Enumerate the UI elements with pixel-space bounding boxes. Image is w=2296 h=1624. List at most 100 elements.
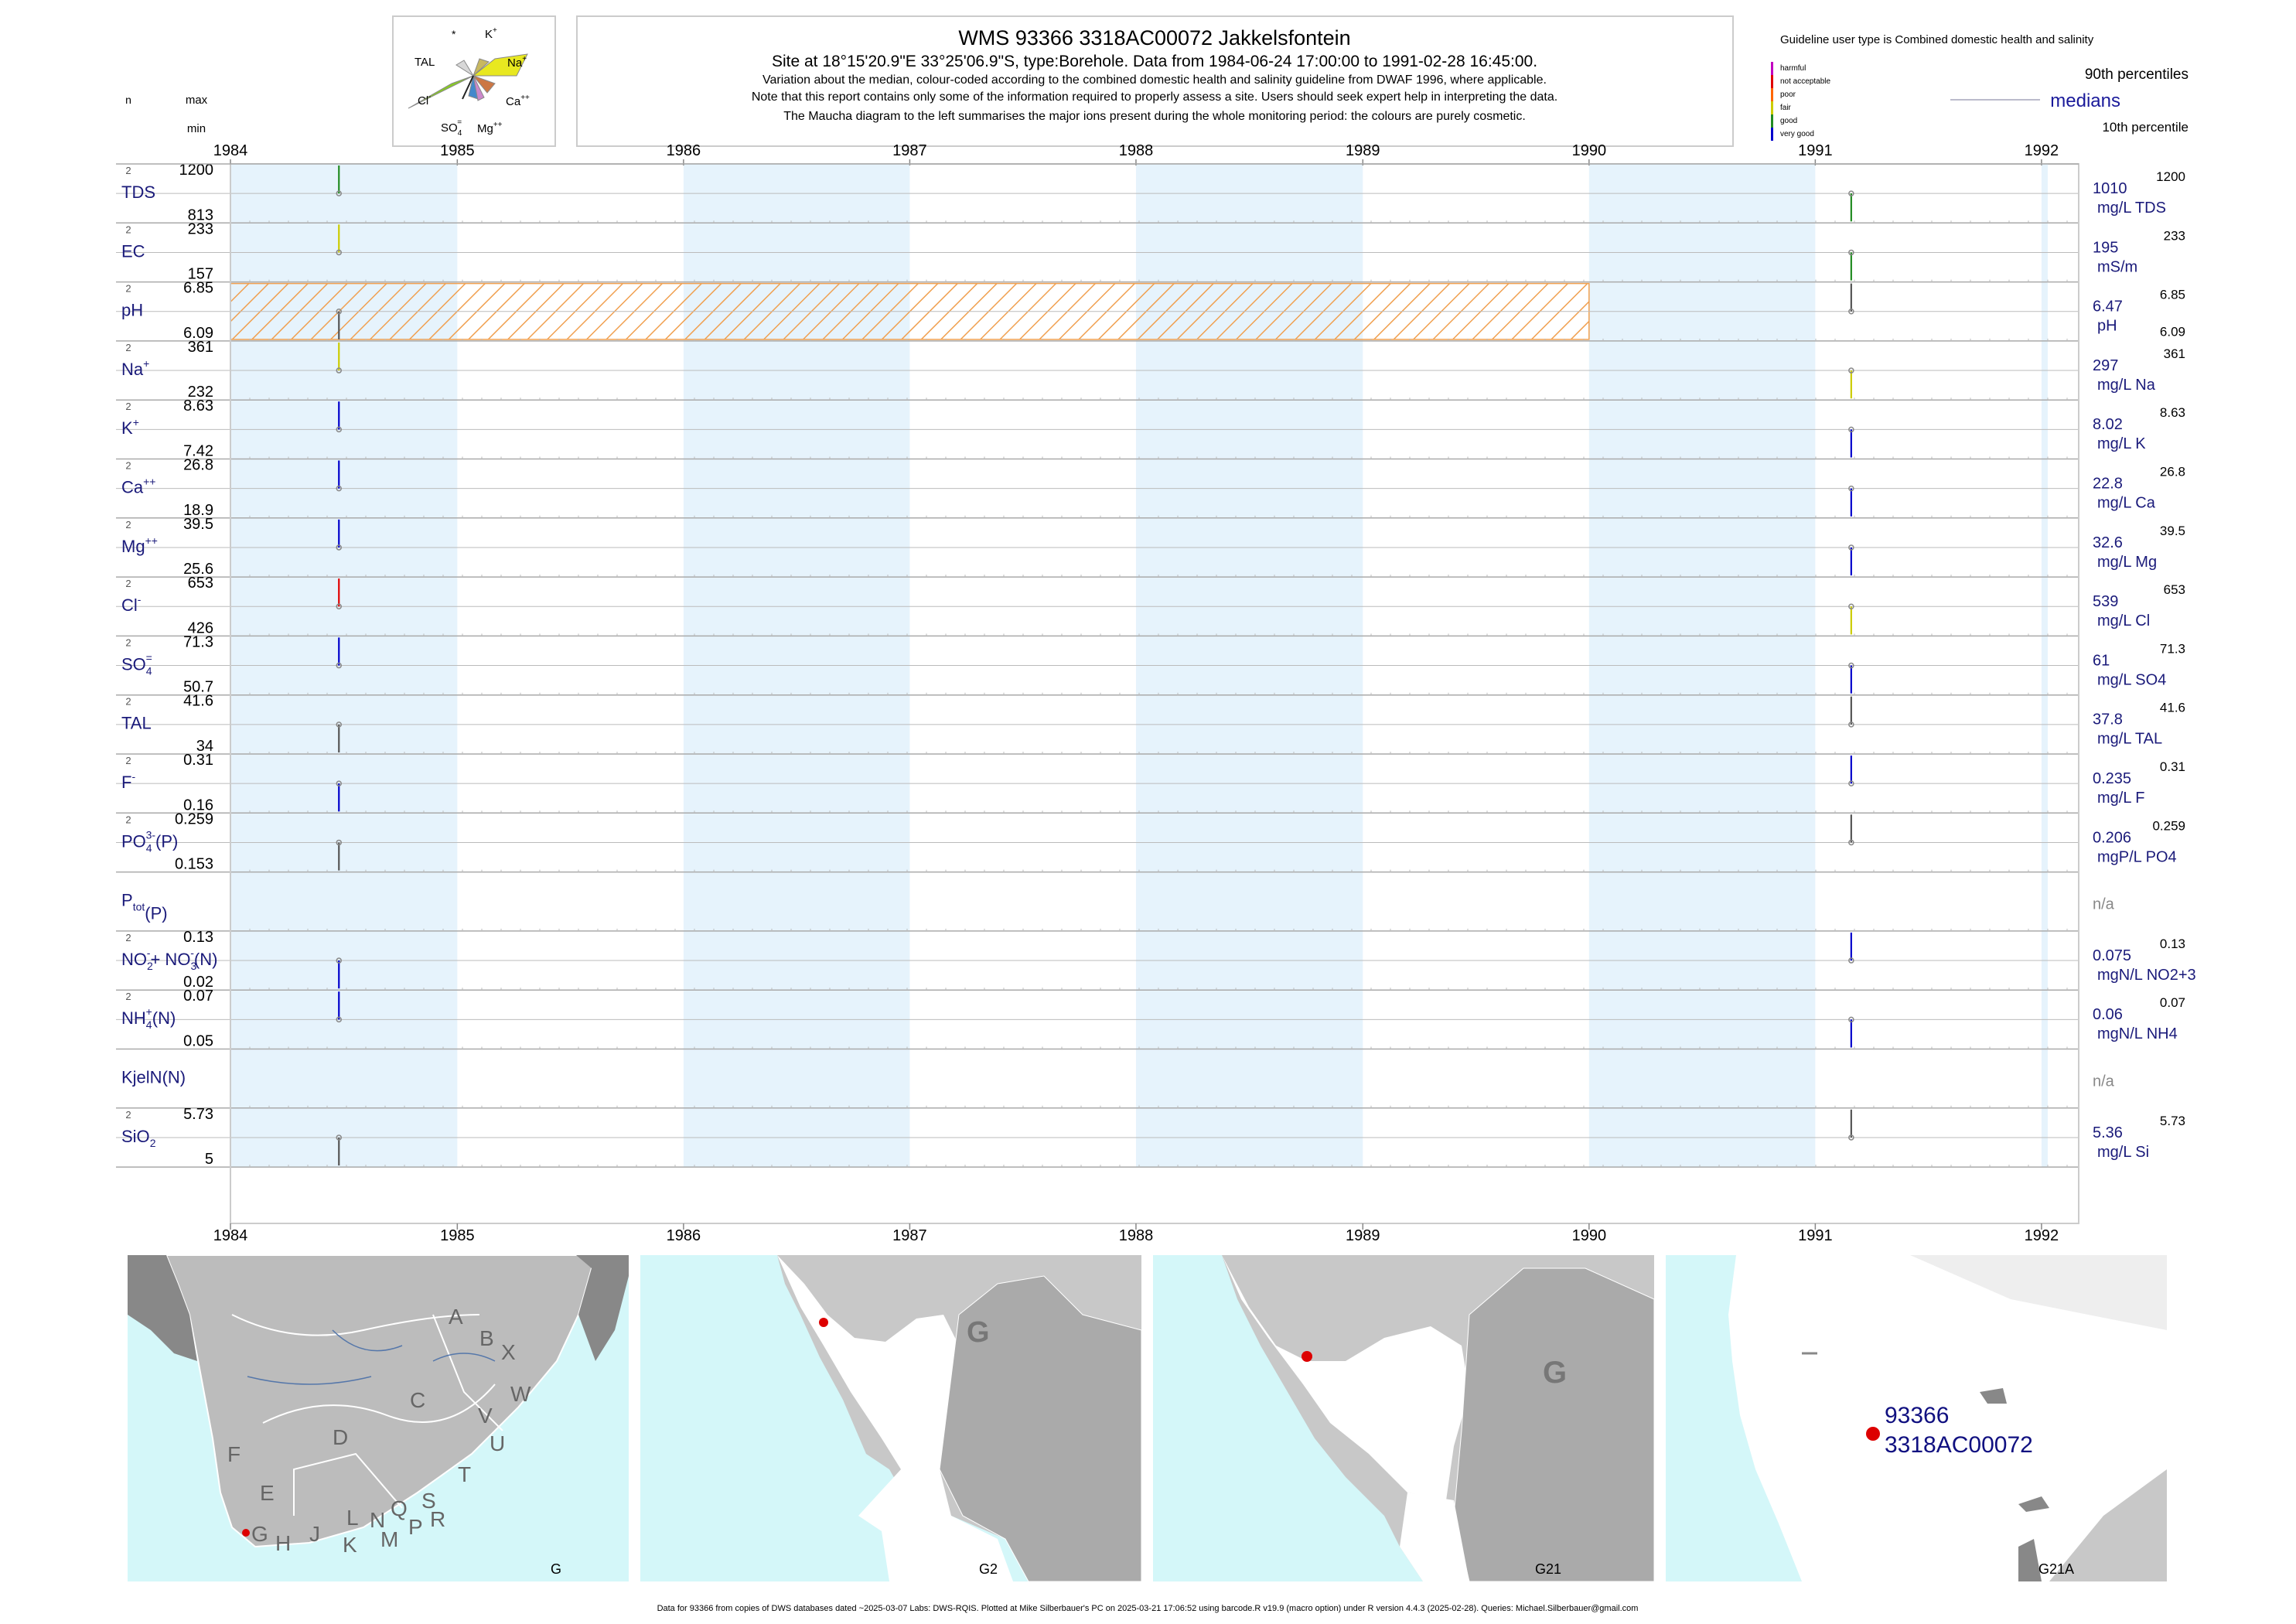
legend-p90: 90th percentiles: [2085, 67, 2189, 83]
region-letter-Q: Q: [391, 1496, 408, 1520]
legend-color-poor: [1771, 88, 1773, 101]
median-value-kjeln: n/a: [2093, 1073, 2115, 1090]
maucha-tal-wedge: [455, 60, 474, 77]
map-region-g21: G: [1543, 1356, 1567, 1390]
count-ca: 2: [125, 460, 131, 472]
min-f: 0.16: [183, 797, 213, 814]
median-dot-f-0: [336, 780, 343, 786]
region-letter-J: J: [309, 1522, 320, 1546]
variable-label-nh4: NH4+(N): [121, 1005, 176, 1031]
p10-ph: 6.09: [2160, 325, 2185, 339]
max-tds: 1200: [179, 162, 214, 179]
unit-tds: mg/L TDS: [2097, 200, 2166, 217]
unit-na: mg/L Na: [2097, 377, 2156, 394]
row-ec: EC 2 233 157 195 mS/m 233: [116, 220, 2185, 283]
p90-ca: 26.8: [2160, 465, 2185, 479]
median-dot-ca-0: [336, 485, 343, 492]
median-value-ph: 6.47: [2093, 299, 2123, 316]
maucha-cl-label: Cl-: [418, 93, 432, 107]
p90-tds: 1200: [2156, 169, 2185, 184]
min-so4: 50.7: [183, 679, 213, 696]
region-letter-D: D: [333, 1425, 348, 1449]
p90-ph: 6.85: [2160, 288, 2185, 302]
legend-p10: 10th percentile: [2102, 120, 2189, 135]
maucha-so4-label: SO4=: [441, 118, 462, 138]
note-median: Variation about the median, colour-coded…: [762, 73, 1547, 87]
max-cl: 653: [188, 575, 213, 592]
median-value-tal: 37.8: [2093, 711, 2123, 728]
legend-label-fair: fair: [1780, 104, 1792, 112]
count-no23: 2: [125, 932, 131, 943]
p90-po4: 0.259: [2152, 818, 2185, 833]
year-label-bottom-1989: 1989: [1346, 1227, 1380, 1244]
maucha-diagram: * K+ TAL Na+ Cl- Ca++ SO4= Mg++: [392, 15, 556, 147]
variable-label-mg: Mg++: [121, 534, 158, 556]
median-value-so4: 61: [2093, 652, 2110, 669]
unit-cl: mg/L Cl: [2097, 612, 2150, 629]
count-po4: 2: [125, 814, 131, 825]
year-label-bottom-1991: 1991: [1798, 1227, 1833, 1244]
count-na: 2: [125, 342, 131, 353]
region-letter-H: H: [275, 1531, 291, 1555]
region-letter-K: K: [343, 1533, 357, 1557]
count-ph: 2: [125, 283, 131, 295]
year-label-bottom-1986: 1986: [667, 1227, 701, 1244]
unit-mg: mg/L Mg: [2097, 554, 2157, 571]
region-letter-F: F: [227, 1442, 241, 1466]
median-value-f: 0.235: [2093, 770, 2131, 787]
p90-sio2: 5.73: [2160, 1114, 2185, 1128]
map-label-g21a: G21A: [2038, 1561, 2074, 1577]
median-dot-no23-1: [1848, 957, 1854, 964]
map-label-g2: G2: [979, 1561, 998, 1577]
variable-label-ph: pH: [121, 301, 143, 320]
year-label-bottom-1985: 1985: [440, 1227, 475, 1244]
region-letter-N: N: [370, 1508, 385, 1532]
unit-f: mg/L F: [2097, 790, 2145, 807]
median-dot-ph-0: [336, 309, 343, 315]
min-po4: 0.153: [175, 856, 213, 873]
legend-color-harmful: [1771, 62, 1773, 75]
region-letter-L: L: [346, 1506, 359, 1530]
p90-no23: 0.13: [2160, 937, 2185, 951]
maucha-mg-label: Mg++: [477, 121, 503, 135]
site-description: Site at 18°15'20.9"E 33°25'06.9"S, type:…: [772, 53, 1537, 70]
count-so4: 2: [125, 636, 131, 648]
median-dot-k-0: [336, 426, 343, 433]
max-mg: 39.5: [183, 516, 213, 533]
maucha-mg-wedge: [473, 75, 485, 101]
median-value-ec: 195: [2093, 239, 2118, 256]
max-tal: 41.6: [183, 693, 213, 710]
region-letter-B: B: [479, 1326, 494, 1350]
legend-label-harmful: harmful: [1780, 64, 1806, 73]
median-value-sio2: 5.36: [2093, 1124, 2123, 1141]
variable-label-na: Na+: [121, 357, 149, 379]
median-dot-cl-1: [1848, 603, 1854, 609]
legend-label-not-acceptable: not acceptable: [1780, 77, 1830, 86]
min-cl: 426: [188, 619, 213, 636]
maucha-tal-label: TAL: [415, 56, 435, 69]
count-tds: 2: [125, 165, 131, 176]
region-letter-U: U: [490, 1431, 505, 1455]
variable-label-po4: PO43-(P): [121, 828, 178, 854]
median-dot-tds-0: [336, 190, 343, 196]
median-dot-nh4-1: [1848, 1016, 1854, 1023]
region-letter-S: S: [421, 1489, 436, 1513]
row-po4: PO43-(P) 2 0.259 0.153 0.206 mgP/L PO4 0.259: [116, 810, 2185, 873]
region-letter-G: G: [251, 1522, 268, 1546]
median-dot-ec-0: [336, 249, 343, 256]
row-sio2: SiO2 2 5.73 5 5.36 mg/L Si 5.73: [116, 1106, 2185, 1168]
min-ca: 18.9: [183, 502, 213, 519]
median-dot-ph-1: [1848, 309, 1854, 315]
region-letter-M: M: [380, 1527, 398, 1551]
map-label-g: G: [551, 1561, 561, 1577]
variable-label-ca: Ca++: [121, 476, 155, 497]
median-dot-tal-0: [336, 722, 343, 728]
median-value-cl: 539: [2093, 593, 2118, 610]
year-label-bottom-1987: 1987: [892, 1227, 927, 1244]
region-letter-P: P: [408, 1515, 423, 1539]
min-no23: 0.02: [183, 974, 213, 991]
legend-color-very-good: [1771, 128, 1773, 141]
year-label-top-1985: 1985: [440, 142, 475, 159]
region-letter-A: A: [449, 1305, 463, 1329]
maucha-ca-wedge: [472, 74, 496, 94]
